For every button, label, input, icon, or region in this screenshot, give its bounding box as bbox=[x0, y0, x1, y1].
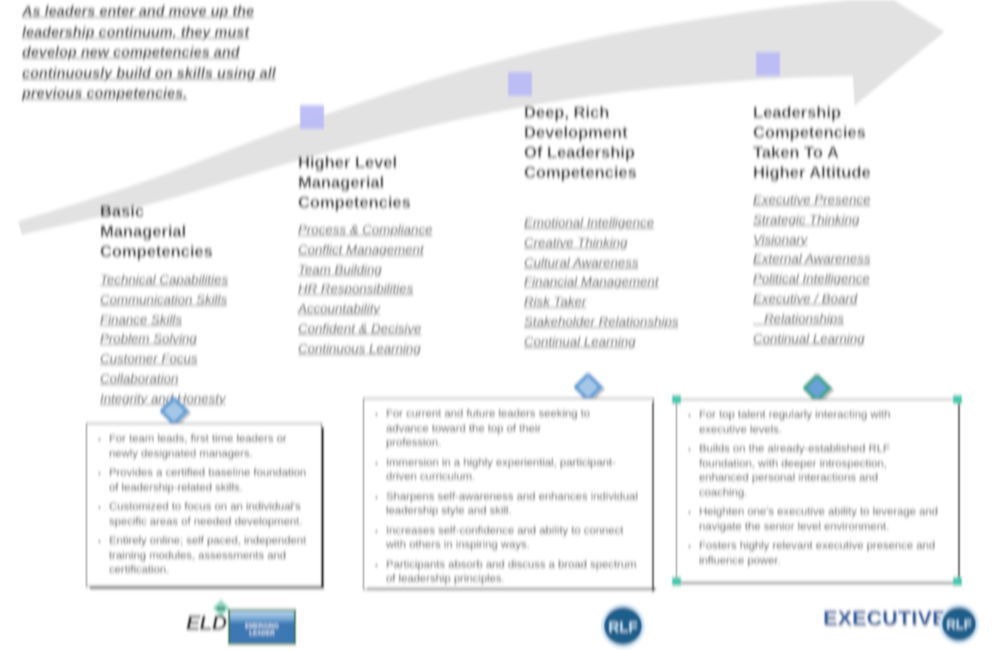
svg-text:RLF: RLF bbox=[608, 619, 637, 636]
svg-text:RLF: RLF bbox=[946, 617, 971, 632]
